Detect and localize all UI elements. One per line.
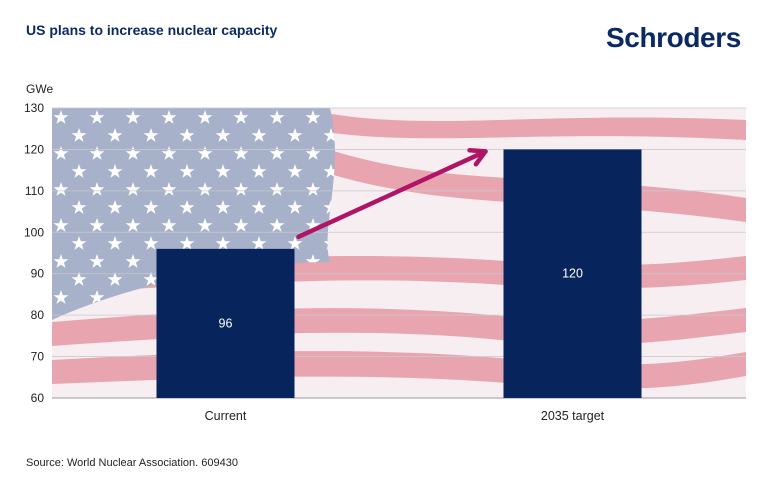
data-labels: 96 120 [219,267,583,331]
x-axis: Current 2035 target [205,409,605,423]
bar [503,149,642,398]
y-tick-label: 80 [31,308,45,322]
x-tick-label: Current [205,409,247,423]
source-note: Source: World Nuclear Association. 60943… [26,457,238,469]
y-tick-label: 130 [24,101,44,115]
bar-series [156,149,642,398]
arrow-head [467,148,488,167]
x-tick-label: 2035 target [541,409,605,423]
y-tick-label: 100 [24,225,44,239]
y-tick-label: 60 [31,391,45,405]
bar-value-label: 120 [562,267,583,281]
brand-logo: Schroders [606,22,741,53]
flag-stripe [300,108,746,140]
arrow-shaft [296,149,488,240]
y-tick-label: 110 [25,184,44,198]
flag-background [52,108,746,398]
y-axis: 60 70 80 90 100 110 120 130 [24,101,44,405]
y-tick-label: 120 [24,142,44,156]
y-axis-unit-label: GWe [26,82,54,96]
y-tick-label: 70 [31,350,45,364]
chart-title: US plans to increase nuclear capacity [26,22,278,38]
bar-value-label: 96 [219,316,233,330]
y-tick-label: 90 [31,267,45,281]
bar [156,248,295,398]
increase-arrow [296,148,488,240]
